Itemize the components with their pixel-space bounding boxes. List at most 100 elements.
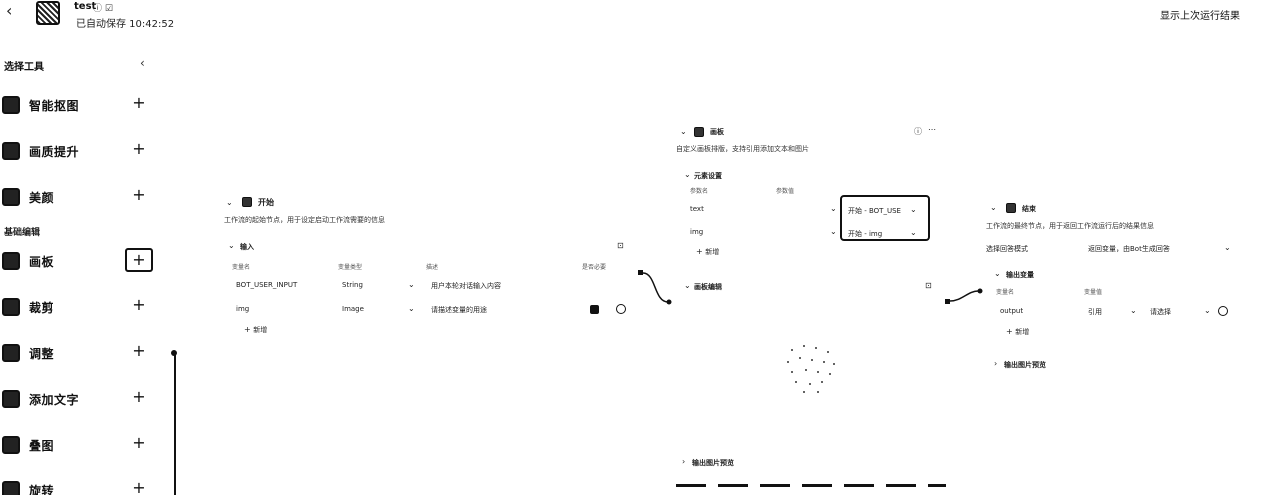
value-select[interactable]: 请选择 [1150,308,1171,316]
column-header-value: 参数值 [776,188,795,195]
variable-description[interactable]: 用户本轮对话输入内容 [431,282,501,290]
remove-icon[interactable] [616,304,626,314]
add-icon[interactable]: + [132,93,146,112]
info-edit-icon[interactable]: ⓘ ☑ [93,4,113,14]
add-row-button[interactable]: + 新增 [696,247,720,256]
chevron-down-icon[interactable]: ⌄ [910,205,917,214]
node-title: 结束 [1022,205,1036,213]
answer-mode-select[interactable]: 返回变量，由Bot生成回答 [1088,245,1170,253]
variable-description[interactable]: 请描述变量的用途 [431,306,487,314]
autosave-status: 已自动保存 10:42:52 [76,19,175,30]
variable-name[interactable]: BOT_USER_INPUT [236,281,298,289]
add-icon[interactable]: + [132,341,146,360]
settings-icon[interactable]: ⊡ [617,241,624,250]
variable-name[interactable]: img [236,305,250,313]
expand-icon[interactable]: ⊡ [925,281,932,290]
crop-icon [2,298,20,316]
rotate-icon [2,481,20,495]
sidebar-section-basic-edit: 基础编辑 [4,228,41,238]
add-row-button[interactable]: + 新增 [244,325,268,334]
required-checkbox[interactable] [590,305,599,314]
show-last-run-button[interactable]: 显示上次运行结果 [1160,11,1240,22]
chevron-down-icon[interactable]: ⌄ [910,228,917,237]
connection-edge [638,270,672,305]
param-name[interactable]: text [690,205,704,213]
reference-value[interactable]: 开始 - BOT_USE [848,207,901,215]
overlay-icon [2,436,20,454]
column-header-description: 描述 [426,264,439,271]
canvas-icon [694,127,704,137]
node-description: 工作流的起始节点，用于设定启动工作流需要的信息 [224,216,385,224]
chevron-right-icon[interactable]: › [994,359,998,368]
node-title: 画板 [710,128,724,136]
add-icon[interactable]: + [125,248,153,272]
sidebar-item-add-text[interactable]: 添加文字 + [2,387,152,411]
reference-value[interactable]: 开始 - img [848,230,883,238]
connection-edge [945,288,983,304]
add-row-button[interactable]: + 新增 [1006,327,1030,336]
quality-boost-icon [2,142,20,160]
column-header-type: 变量类型 [338,264,363,271]
sidebar-item-canvas[interactable]: 画板 + [2,248,153,273]
chevron-down-icon[interactable]: ⌄ [226,198,233,207]
chevron-down-icon[interactable]: ⌄ [830,227,837,236]
node-description: 工作流的最终节点，用于返回工作流运行后的结果信息 [986,222,1154,230]
sidebar-item-overlay[interactable]: 叠图 + [2,433,152,457]
back-icon[interactable]: ‹ [6,1,13,20]
chevron-down-icon[interactable]: ⌄ [1224,243,1231,252]
chevron-down-icon[interactable]: ⌄ [228,241,235,250]
variable-name[interactable]: output [1000,307,1024,315]
sidebar-item-adjust[interactable]: 调整 + [2,341,152,365]
sidebar-item-label: 添加文字 [29,392,80,407]
remove-icon[interactable] [1218,306,1228,316]
chevron-right-icon[interactable]: › [682,457,686,466]
chevron-down-icon[interactable]: ⌄ [684,170,691,179]
more-icon[interactable]: ⋯ [928,125,936,134]
chevron-down-icon[interactable]: ⌄ [1204,306,1211,315]
sidebar-item-label: 旋转 [29,483,55,495]
variable-type[interactable]: Image [342,305,364,313]
end-icon [1006,203,1016,213]
start-node[interactable]: ⌄ 开始 工作流的起始节点，用于设定启动工作流需要的信息 ⌄ 输入 ⊡ 变量名 … [222,194,632,344]
sidebar-item-rotate[interactable]: 旋转 + [2,478,152,495]
add-text-icon [2,390,20,408]
sidebar-item-label: 美颜 [29,190,55,205]
add-icon[interactable]: + [132,433,146,452]
add-icon[interactable]: + [132,387,146,406]
canvas-node[interactable]: ⌄ 画板 ⓘ ⋯ 自定义画板排版，支持引用添加文本和图片 ⌄ 元素设置 参数名 … [676,124,946,474]
info-icon[interactable]: ⓘ [914,127,922,136]
chevron-down-icon[interactable]: ⌄ [994,269,1001,278]
value-kind-select[interactable]: 引用 [1088,308,1102,316]
variable-type[interactable]: String [342,281,363,289]
chevron-down-icon[interactable]: ⌄ [990,203,997,212]
collapse-sidebar-icon[interactable]: ‹ [140,56,145,70]
reference-select-group[interactable]: 开始 - BOT_USE ⌄ 开始 - img ⌄ [840,195,930,241]
input-section-title: 输入 [240,243,254,251]
add-icon[interactable]: + [132,185,146,204]
sidebar-item-smart-cutout[interactable]: 智能抠图 + [2,93,152,117]
canvas-icon [2,252,20,270]
chevron-down-icon[interactable]: ⌄ [1130,306,1137,315]
add-icon[interactable]: + [132,478,146,495]
chevron-down-icon[interactable]: ⌄ [408,304,415,313]
chevron-down-icon[interactable]: ⌄ [408,280,415,289]
sidebar-item-label: 调整 [29,346,55,361]
chevron-down-icon[interactable]: ⌄ [680,127,687,136]
sidebar-item-quality-boost[interactable]: 画质提升 + [2,139,152,163]
sidebar-item-label: 叠图 [29,438,55,453]
chevron-down-icon[interactable]: ⌄ [830,204,837,213]
preview-section-title: 输出图片预览 [692,459,734,467]
end-node[interactable]: ⌄ 结束 工作流的最终节点，用于返回工作流运行后的结果信息 选择回答模式 返回变… [984,200,1234,375]
loading-spinner-icon [787,345,835,393]
node-title: 开始 [258,198,274,207]
param-name[interactable]: img [690,228,704,236]
chevron-down-icon[interactable]: ⌄ [684,281,691,290]
sidebar-item-beauty[interactable]: 美颜 + [2,185,152,209]
sidebar-item-crop[interactable]: 裁剪 + [2,295,152,319]
add-icon[interactable]: + [132,295,146,314]
workflow-title: test [74,1,97,12]
node-toolbar [676,484,946,487]
sidebar-item-label: 画质提升 [29,144,80,159]
start-icon [242,197,252,207]
add-icon[interactable]: + [132,139,146,158]
